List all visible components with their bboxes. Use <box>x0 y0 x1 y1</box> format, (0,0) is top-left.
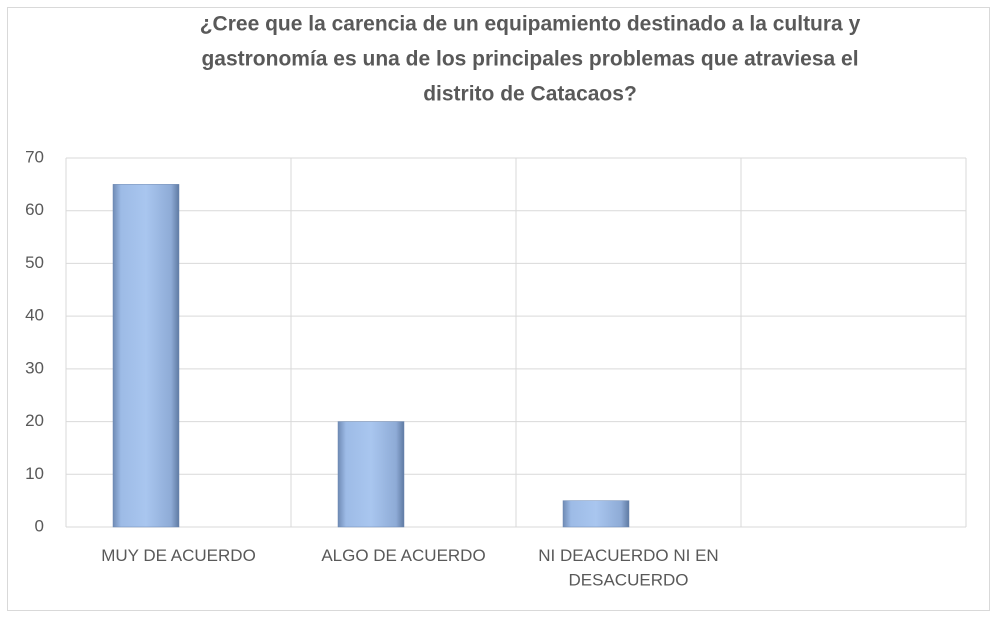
chart-title: ¿Cree que la carencia de un equipamiento… <box>200 13 861 36</box>
bar <box>562 500 630 528</box>
y-tick-label: 20 <box>25 411 44 430</box>
y-tick-label: 40 <box>25 306 44 325</box>
bar <box>337 421 405 528</box>
y-tick-label: 70 <box>25 147 44 166</box>
y-tick-label: 0 <box>35 516 44 535</box>
chart-title: distrito de Catacaos? <box>423 83 637 106</box>
y-tick-label: 30 <box>25 358 44 377</box>
y-tick-label: 50 <box>25 253 44 272</box>
y-tick-label: 60 <box>25 200 44 219</box>
y-tick-label: 10 <box>25 464 44 483</box>
chart-title: gastronomía es una de los principales pr… <box>201 48 858 71</box>
x-tick-label: MUY DE ACUERDO <box>101 546 256 565</box>
x-tick-label: ALGO DE ACUERDO <box>321 546 485 565</box>
x-tick-label: NI DEACUERDO NI EN DESACUERDO <box>538 546 718 590</box>
bar <box>112 184 180 528</box>
